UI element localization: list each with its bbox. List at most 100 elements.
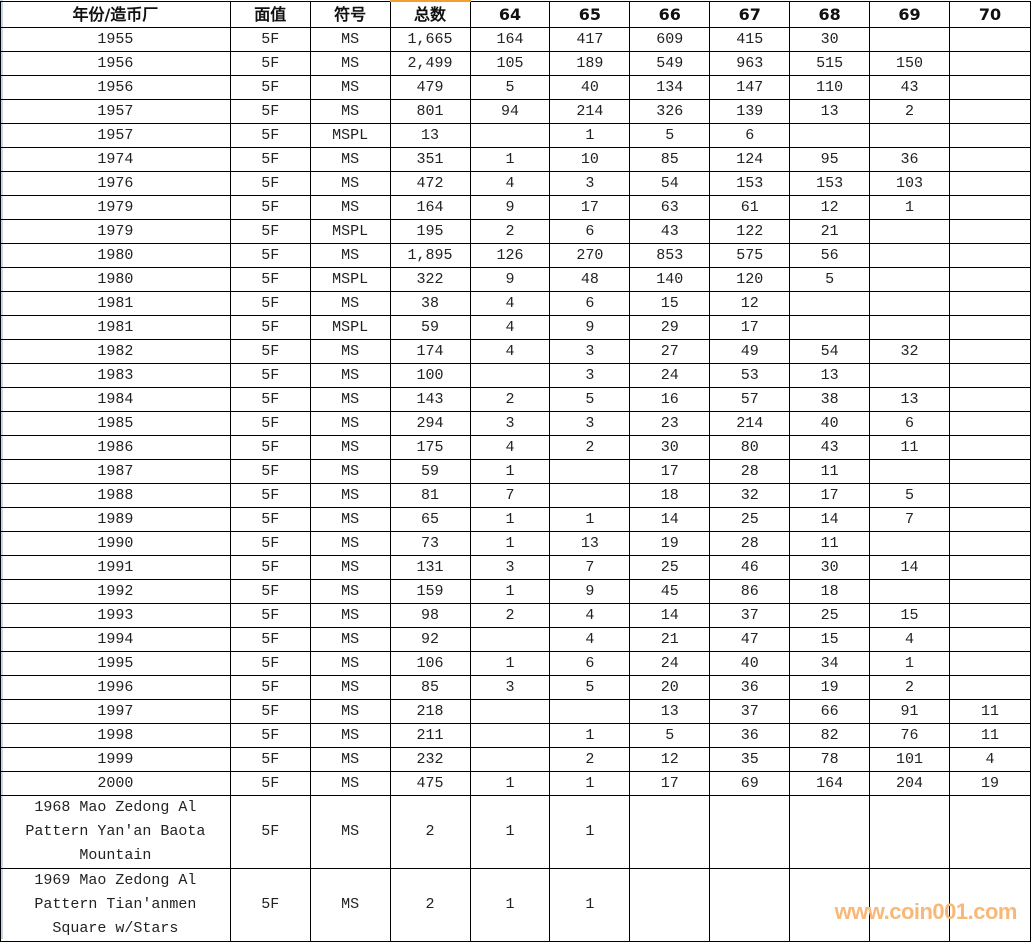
cell-total: 232 xyxy=(389,747,471,772)
cell-designation: MS xyxy=(309,243,391,268)
table-row: 1979 5F MS 164 9 17 63 61 12 1 xyxy=(0,195,1031,220)
cell-grade-70 xyxy=(948,531,1031,556)
cell-grade-66: 45 xyxy=(629,579,711,604)
cell-grade-65: 1 xyxy=(549,723,631,748)
cell-total: 81 xyxy=(389,483,471,508)
table-row: 1987 5F MS 59 1 17 28 11 xyxy=(0,459,1031,484)
cell-grade-64: 4 xyxy=(469,291,551,316)
cell-grade-67: 214 xyxy=(709,411,791,436)
cell-designation: MS xyxy=(309,868,391,942)
cell-grade-70 xyxy=(948,339,1031,364)
cell-year-mint: 1990 xyxy=(0,531,231,556)
cell-designation: MSPL xyxy=(309,315,391,340)
cell-total: 2 xyxy=(389,795,471,869)
cell-grade-66: 549 xyxy=(629,51,711,76)
cell-total: 73 xyxy=(389,531,471,556)
cell-grade-69: 7 xyxy=(869,507,950,532)
cell-year-mint: 1988 xyxy=(0,483,231,508)
cell-denomination: 5F xyxy=(229,75,311,100)
cell-denomination: 5F xyxy=(229,363,311,388)
cell-grade-67: 6 xyxy=(709,123,791,148)
cell-total: 131 xyxy=(389,555,471,580)
cell-denomination: 5F xyxy=(229,771,311,796)
cell-year-mint: 1956 xyxy=(0,75,231,100)
table-row: 1956 5F MS 2,499 105 189 549 963 515 150 xyxy=(0,51,1031,76)
cell-denomination: 5F xyxy=(229,339,311,364)
cell-grade-68: 18 xyxy=(789,579,871,604)
cell-year-mint: 1992 xyxy=(0,579,231,604)
cell-grade-70 xyxy=(948,195,1031,220)
header-grade-67: 67 xyxy=(709,0,791,28)
cell-total: 195 xyxy=(389,219,471,244)
cell-year-mint: 1996 xyxy=(0,675,231,700)
cell-denomination: 5F xyxy=(229,243,311,268)
cell-denomination: 5F xyxy=(229,507,311,532)
table-row: 2000 5F MS 475 1 1 17 69 164 204 19 xyxy=(0,771,1031,796)
cell-total: 85 xyxy=(389,675,471,700)
cell-grade-67: 61 xyxy=(709,195,791,220)
cell-grade-70 xyxy=(948,795,1031,869)
table-row: 1988 5F MS 81 7 18 32 17 5 xyxy=(0,483,1031,508)
cell-grade-70 xyxy=(948,579,1031,604)
cell-denomination: 5F xyxy=(229,291,311,316)
cell-grade-67: 47 xyxy=(709,627,791,652)
cell-grade-70 xyxy=(948,483,1031,508)
cell-grade-69: 1 xyxy=(869,651,950,676)
cell-grade-67: 575 xyxy=(709,243,791,268)
cell-grade-68: 40 xyxy=(789,411,871,436)
cell-year-mint: 1981 xyxy=(0,315,231,340)
table-row: 1957 5F MSPL 13 1 5 6 xyxy=(0,123,1031,148)
cell-year-mint: 1980 xyxy=(0,267,231,292)
cell-grade-66: 5 xyxy=(629,123,711,148)
cell-year-mint: 1994 xyxy=(0,627,231,652)
cell-grade-69: 2 xyxy=(869,675,950,700)
cell-designation: MS xyxy=(309,603,391,628)
cell-grade-68: 95 xyxy=(789,147,871,172)
cell-denomination: 5F xyxy=(229,483,311,508)
cell-grade-68: 21 xyxy=(789,219,871,244)
cell-grade-65 xyxy=(549,699,631,724)
cell-total: 294 xyxy=(389,411,471,436)
cell-year-mint: 1993 xyxy=(0,603,231,628)
cell-grade-64: 3 xyxy=(469,675,551,700)
cell-grade-64: 1 xyxy=(469,651,551,676)
cell-year-mint: 2000 xyxy=(0,771,231,796)
table-row: 1980 5F MSPL 322 9 48 140 120 5 xyxy=(0,267,1031,292)
cell-total: 92 xyxy=(389,627,471,652)
cell-grade-70 xyxy=(948,267,1031,292)
cell-designation: MS xyxy=(309,555,391,580)
cell-grade-70 xyxy=(948,387,1031,412)
cell-grade-70 xyxy=(948,675,1031,700)
cell-denomination: 5F xyxy=(229,51,311,76)
cell-designation: MS xyxy=(309,339,391,364)
cell-grade-69: 1 xyxy=(869,195,950,220)
table-row: 1997 5F MS 218 13 37 66 91 11 xyxy=(0,699,1031,724)
cell-grade-69 xyxy=(869,459,950,484)
cell-grade-66: 24 xyxy=(629,651,711,676)
cell-grade-64: 94 xyxy=(469,99,551,124)
cell-designation: MS xyxy=(309,147,391,172)
cell-grade-70 xyxy=(948,171,1031,196)
cell-grade-70 xyxy=(948,435,1031,460)
cell-year-mint: 1957 xyxy=(0,123,231,148)
cell-grade-68: 38 xyxy=(789,387,871,412)
cell-grade-65: 40 xyxy=(549,75,631,100)
cell-grade-69: 101 xyxy=(869,747,950,772)
cell-grade-68: 11 xyxy=(789,459,871,484)
cell-grade-64: 2 xyxy=(469,219,551,244)
cell-grade-70 xyxy=(948,147,1031,172)
cell-grade-67: 32 xyxy=(709,483,791,508)
cell-grade-66: 85 xyxy=(629,147,711,172)
table-row: 1985 5F MS 294 3 3 23 214 40 6 xyxy=(0,411,1031,436)
cell-year-mint: 1981 xyxy=(0,291,231,316)
cell-grade-66 xyxy=(629,795,711,869)
cell-grade-65: 17 xyxy=(549,195,631,220)
cell-grade-64: 1 xyxy=(469,579,551,604)
header-year-mint: 年份/造币厂 xyxy=(0,0,231,28)
cell-grade-66: 14 xyxy=(629,603,711,628)
cell-designation: MS xyxy=(309,291,391,316)
header-grade-66: 66 xyxy=(629,0,711,28)
cell-grade-64: 1 xyxy=(469,459,551,484)
cell-grade-69 xyxy=(869,27,950,52)
